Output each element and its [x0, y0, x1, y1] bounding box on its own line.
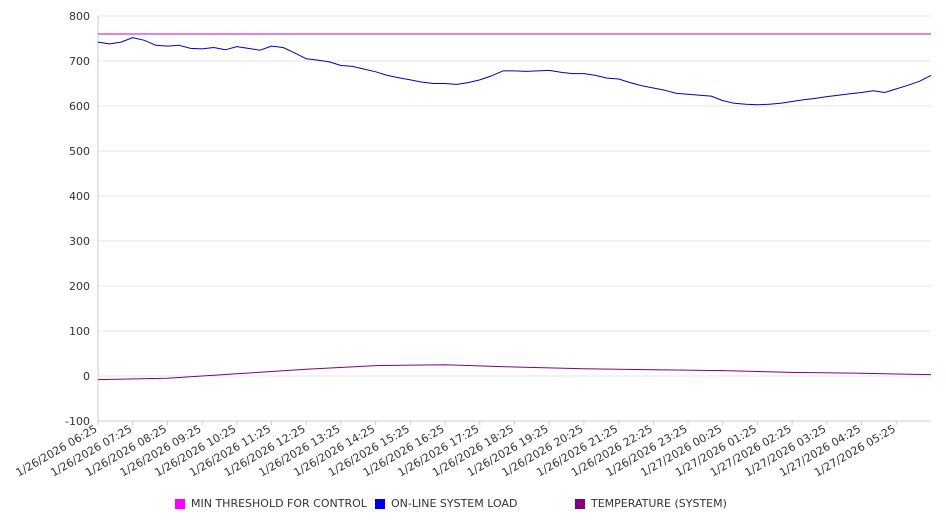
- y-tick-label: 400: [69, 190, 90, 203]
- y-tick-label: 300: [69, 235, 90, 248]
- legend-swatch: [175, 498, 185, 509]
- grid-lines: [98, 15, 931, 422]
- y-tick-label: 0: [83, 370, 90, 383]
- y-tick-label: 100: [69, 325, 90, 338]
- y-tick-label: 200: [69, 280, 90, 293]
- y-tick-label: 500: [69, 145, 90, 158]
- y-tick-label: -100: [65, 415, 90, 428]
- y-tick-label: 800: [69, 10, 90, 23]
- legend-item-threshold[interactable]: MIN THRESHOLD FOR CONTROL: [175, 497, 367, 510]
- y-tick-label: 700: [69, 55, 90, 68]
- legend-label: ON-LINE SYSTEM LOAD: [391, 497, 518, 510]
- legend: MIN THRESHOLD FOR CONTROL ON-LINE SYSTEM…: [0, 497, 946, 515]
- legend-label: MIN THRESHOLD FOR CONTROL: [191, 497, 367, 510]
- x-axis: 1/26/2026 06:251/26/2026 07:251/26/2026 …: [14, 420, 931, 479]
- y-tick-label: 600: [69, 100, 90, 113]
- system-load-line: [97, 37, 932, 106]
- legend-swatch: [575, 498, 585, 509]
- y-axis: -100 0 100 200 300 400 500 600 700 800: [65, 10, 99, 428]
- legend-swatch: [375, 498, 385, 509]
- legend-label: TEMPERATURE (SYSTEM): [591, 497, 727, 510]
- legend-item-temperature[interactable]: TEMPERATURE (SYSTEM): [575, 497, 727, 510]
- temperature-line: [97, 364, 932, 381]
- legend-item-system-load[interactable]: ON-LINE SYSTEM LOAD: [375, 497, 517, 510]
- series-lines: [97, 33, 932, 381]
